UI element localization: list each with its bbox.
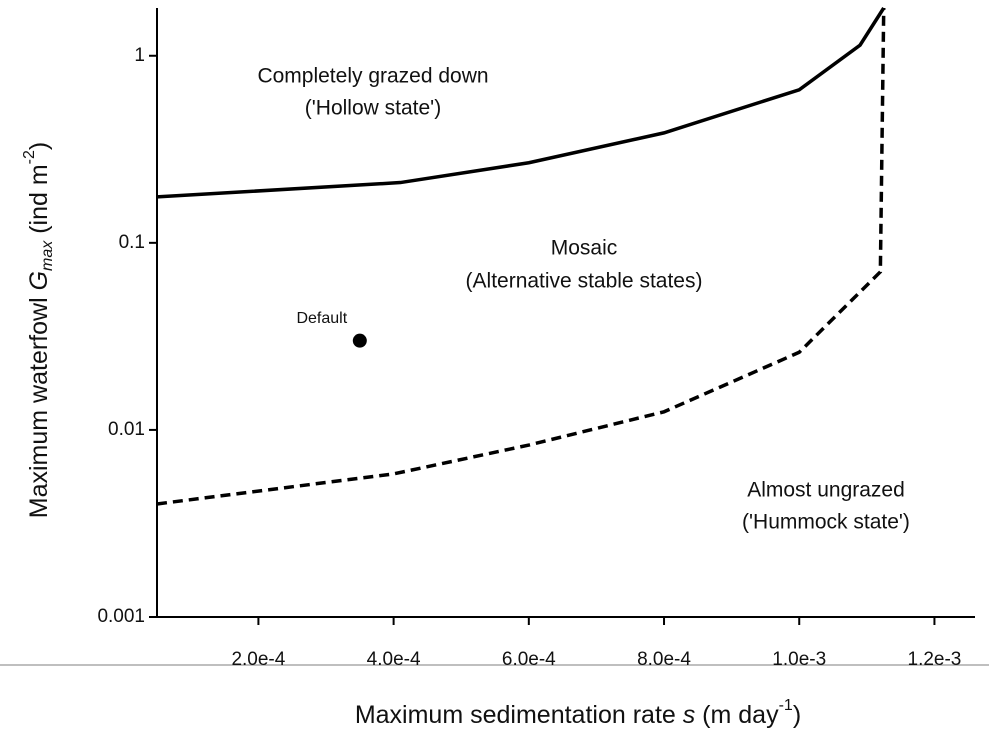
x-tick-label: 4.0e-4 (367, 649, 421, 670)
x-label-text: Maximum sedimentation rate (355, 701, 683, 729)
y-tick-label: 0.01 (108, 419, 145, 440)
x-label-sup: -1 (779, 697, 793, 714)
annotation: Mosaic (551, 237, 618, 260)
y-label-sub: max (39, 240, 56, 271)
annotation: Almost ungrazed (747, 479, 905, 502)
x-label-unit: (m day (695, 701, 779, 729)
x-tick-label: 2.0e-4 (231, 649, 285, 670)
annotation: Completely grazed down (257, 65, 488, 88)
x-tick-label: 6.0e-4 (502, 649, 556, 670)
annotation: (Alternative stable states) (466, 270, 703, 293)
point-label: Default (296, 310, 347, 327)
y-label-var: G (25, 271, 53, 290)
x-label-var: s (683, 701, 696, 729)
x-tick-label: 8.0e-4 (637, 649, 691, 670)
y-axis-label: Maximum waterfowl Gmax (ind m-2) (21, 142, 56, 518)
y-tick-label: 0.001 (97, 606, 145, 627)
y-tick-label: 1 (134, 45, 145, 66)
y-label-end: ) (25, 142, 53, 150)
line (156, 7, 886, 506)
point (352, 333, 367, 348)
annotation: ('Hummock state') (742, 511, 910, 534)
x-tick-label: 1.2e-3 (908, 649, 962, 670)
y-label-unit: (ind m (25, 164, 53, 240)
y-tick-label: 0.1 (119, 232, 145, 253)
x-axis-label: Maximum sedimentation rate s (m day-1) (355, 697, 801, 728)
line (156, 7, 886, 199)
y-label-sup: -2 (21, 150, 38, 164)
y-label-text: Maximum waterfowl (25, 290, 53, 518)
annotation: ('Hollow state') (305, 97, 441, 120)
x-label-end: ) (793, 701, 801, 729)
x-tick-label: 1.0e-3 (772, 649, 826, 670)
